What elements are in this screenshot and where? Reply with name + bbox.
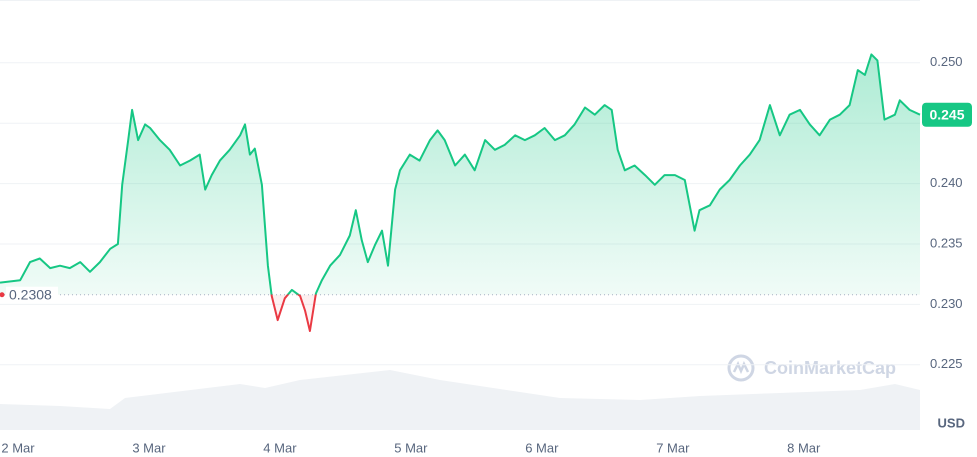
baseline-dot [0,292,5,298]
baseline-label: 0.2308 [9,286,52,302]
x-tick-label: 7 Mar [656,440,690,455]
current-price-label: 0.245 [929,106,964,122]
x-tick-label: 4 Mar [263,440,297,455]
price-line [0,53,921,332]
area-up [0,54,920,295]
watermark: CoinMarketCap [727,354,896,382]
watermark-text: CoinMarketCap [764,358,896,378]
unit-label: USD [938,415,965,430]
y-tick-label: 0.230 [930,296,963,311]
volume-area [0,370,920,430]
y-tick-label: 0.225 [930,356,963,371]
current-price-badge [922,102,972,127]
y-tick-label: 0.240 [930,175,963,190]
x-tick-label: 8 Mar [787,440,821,455]
baseline-label-bg [6,286,58,303]
x-tick-label: 5 Mar [394,440,428,455]
x-tick-label: 3 Mar [132,440,166,455]
y-tick-label: 0.250 [930,54,963,69]
y-tick-label: 0.235 [930,235,963,250]
x-tick-label: 2 Mar [1,440,35,455]
x-tick-label: 6 Mar [525,440,559,455]
